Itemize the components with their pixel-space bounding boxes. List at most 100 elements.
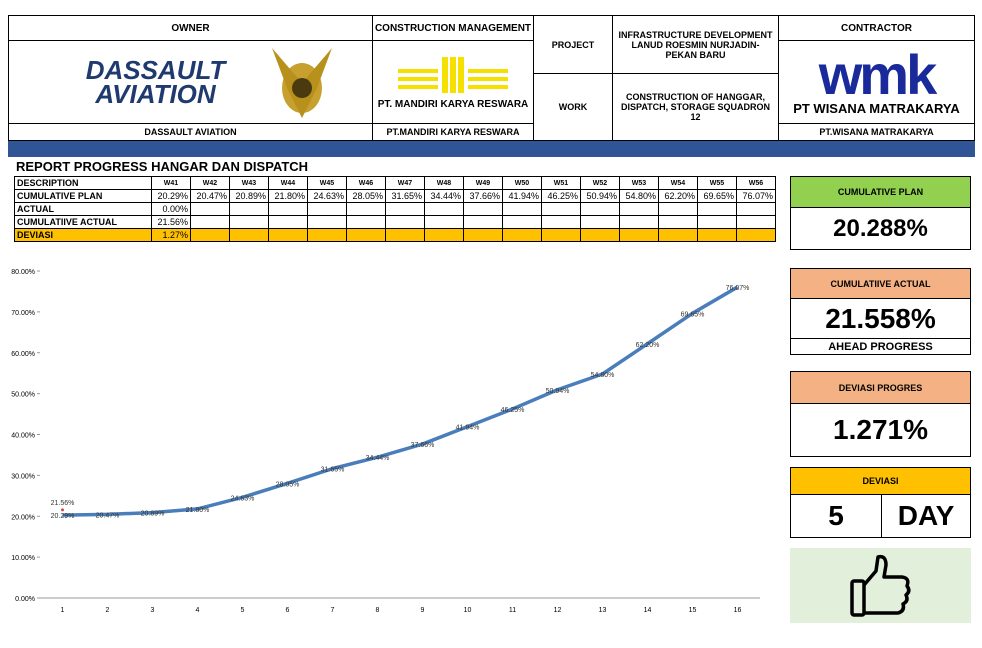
header-cell: W48 [424, 176, 464, 190]
y-tick-label: 40.00% [11, 433, 35, 440]
x-tick-label: 5 [241, 607, 245, 614]
data-label: 76.07% [726, 285, 750, 292]
contractor-name: PT.WISANA MATRAKARYA [778, 123, 975, 141]
empty-cell [502, 202, 542, 216]
y-tick-label: 30.00% [11, 473, 35, 480]
owner-name: DASSAULT AVIATION [8, 123, 373, 141]
data-line [62, 285, 739, 517]
empty-cell [307, 215, 347, 229]
data-label: 28.05% [276, 481, 300, 488]
logo-text: PT. MANDIRI KARYA RESWARA [377, 98, 529, 110]
empty-cell [697, 215, 737, 229]
header-cell: W44 [268, 176, 308, 190]
empty-cell [463, 202, 503, 216]
empty-cell [424, 228, 464, 242]
contractor-logo: wmk PT WISANA MATRAKARYA [778, 40, 975, 124]
empty-cell [190, 202, 230, 216]
card-value: 5 [790, 494, 882, 538]
owner-title: OWNER [8, 15, 373, 41]
table-cell: 31.65% [385, 189, 425, 203]
x-tick-label: 13 [599, 607, 607, 614]
card-title: CUMULATIIVE ACTUAL [790, 268, 971, 299]
empty-cell [658, 215, 698, 229]
empty-cell [229, 215, 269, 229]
x-tick-label: 12 [554, 607, 562, 614]
thumbs-box [790, 548, 971, 623]
table-cell: 50.94% [580, 189, 620, 203]
header-cell: W53 [619, 176, 659, 190]
x-tick-label: 2 [106, 607, 110, 614]
logo-text: wmk [818, 42, 937, 106]
header-cell: W43 [229, 176, 269, 190]
project-label: PROJECT [533, 15, 613, 74]
table-row: DEVIASI 1.27% [14, 228, 776, 242]
x-tick-label: 1 [61, 607, 65, 614]
thumbs-up-icon [849, 554, 910, 617]
card-note: AHEAD PROGRESS [790, 338, 971, 355]
table-row: CUMULATIVE PLAN 20.29% 20.47% 20.89% 21.80% 2… [14, 189, 776, 203]
work-label: WORK [533, 73, 613, 141]
chart: 0.00% 10.00% 20.00% 30.00% 40.00% 50.00% 60.00… [11, 269, 760, 614]
table-cell: 20.89% [229, 189, 269, 203]
empty-cell [268, 215, 308, 229]
x-tick-label: 6 [286, 607, 290, 614]
data-label: 69.65% [681, 311, 705, 318]
table-cell: 21.80% [268, 189, 308, 203]
emblem [272, 48, 332, 118]
x-tick-label: 4 [196, 607, 200, 614]
header-cell: W55 [697, 176, 737, 190]
card-unit: DAY [881, 494, 971, 538]
data-label: 20.89% [141, 511, 165, 518]
table-cell: 69.65% [697, 189, 737, 203]
table-cell: 62.20% [658, 189, 698, 203]
empty-cell [658, 202, 698, 216]
header-cell: W47 [385, 176, 425, 190]
empty-cell [268, 228, 308, 242]
cm-logo: PT. MANDIRI KARYA RESWARA [372, 40, 534, 124]
table-cell: 28.05% [346, 189, 386, 203]
empty-cell [580, 228, 620, 242]
data-label: 20.29% [51, 513, 75, 520]
empty-cell [268, 202, 308, 216]
work-text: CONSTRUCTION OF HANGGAR, DISPATCH, STORA… [612, 73, 779, 141]
table-cell: CUMULATIIVE ACTUAL [14, 215, 152, 229]
data-label: 31.65% [321, 467, 345, 474]
header-cell: W41 [151, 176, 191, 190]
empty-cell [385, 228, 425, 242]
empty-cell [307, 202, 347, 216]
empty-cell [736, 228, 776, 242]
empty-cell [658, 228, 698, 242]
table-cell: 20.47% [190, 189, 230, 203]
logo-text: PT WISANA MATRAKARYA [793, 100, 960, 116]
table-cell: CUMULATIVE PLAN [14, 189, 152, 203]
table-row: ACTUAL 0.00% [14, 202, 776, 216]
table-cell: 1.27% [151, 228, 191, 242]
table-cell: 21.56% [151, 215, 191, 229]
empty-cell [619, 228, 659, 242]
empty-cell [502, 228, 542, 242]
data-label: 62.20% [636, 342, 660, 349]
table-cell: 37.66% [463, 189, 503, 203]
data-label: 21.56% [51, 500, 75, 507]
empty-cell [385, 202, 425, 216]
empty-cell [619, 215, 659, 229]
empty-cell [190, 215, 230, 229]
logo-text: DASSAULT [85, 55, 226, 85]
data-point [61, 508, 64, 512]
card-title: DEVIASI [790, 467, 971, 495]
cm-logo-icon [398, 56, 508, 93]
empty-cell [502, 215, 542, 229]
owner-logo: DASSAULT AVIATION [8, 40, 373, 124]
x-tick-label: 7 [331, 607, 335, 614]
header-cell: W45 [307, 176, 347, 190]
contractor-title: CONTRACTOR [778, 15, 975, 41]
table-cell: 46.25% [541, 189, 581, 203]
header-cell: W49 [463, 176, 503, 190]
empty-cell [541, 202, 581, 216]
empty-cell [619, 202, 659, 216]
empty-cell [190, 228, 230, 242]
data-label: 24.63% [231, 495, 255, 502]
x-tick-label: 16 [734, 607, 742, 614]
empty-cell [385, 215, 425, 229]
